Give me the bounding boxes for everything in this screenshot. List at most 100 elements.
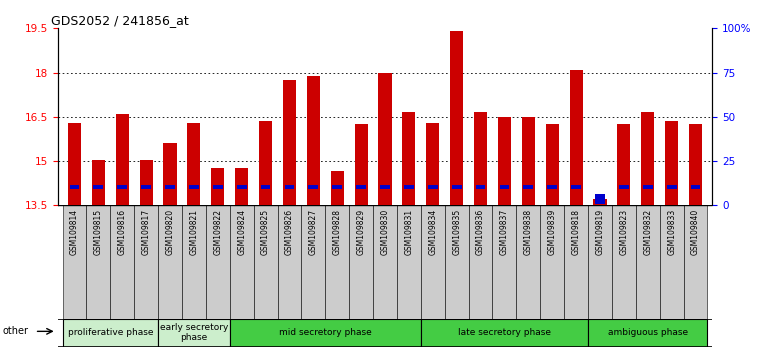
Text: GSM109831: GSM109831 <box>404 209 413 255</box>
Bar <box>546 124 559 205</box>
Text: GSM109823: GSM109823 <box>619 209 628 255</box>
Bar <box>689 124 702 205</box>
Bar <box>235 169 248 205</box>
Bar <box>421 205 445 319</box>
Bar <box>206 205 229 319</box>
Bar <box>158 319 229 347</box>
Bar <box>500 185 510 189</box>
Text: GSM109827: GSM109827 <box>309 209 318 255</box>
Bar <box>636 205 660 319</box>
Bar <box>86 205 110 319</box>
Text: ambiguous phase: ambiguous phase <box>608 328 688 337</box>
Bar <box>165 185 175 189</box>
Text: GSM109835: GSM109835 <box>452 209 461 255</box>
Text: GSM109816: GSM109816 <box>118 209 127 255</box>
Text: GSM109833: GSM109833 <box>667 209 676 255</box>
Bar <box>476 185 485 189</box>
Text: GSM109821: GSM109821 <box>189 209 199 255</box>
Bar <box>380 185 390 189</box>
Text: other: other <box>3 326 29 336</box>
Text: GSM109822: GSM109822 <box>213 209 223 255</box>
Text: early secretory
phase: early secretory phase <box>159 323 228 342</box>
Bar <box>428 185 437 189</box>
Text: GSM109817: GSM109817 <box>142 209 151 255</box>
Bar <box>117 185 127 189</box>
Text: GSM109814: GSM109814 <box>70 209 79 255</box>
Bar <box>570 70 583 205</box>
Bar <box>354 124 368 205</box>
Text: GSM109826: GSM109826 <box>285 209 294 255</box>
Bar <box>285 185 294 189</box>
Text: GSM109834: GSM109834 <box>428 209 437 255</box>
Bar <box>402 113 416 205</box>
Text: GSM109824: GSM109824 <box>237 209 246 255</box>
Bar <box>253 205 277 319</box>
Bar <box>158 205 182 319</box>
Bar <box>498 117 511 205</box>
Bar <box>517 205 541 319</box>
Bar <box>618 124 631 205</box>
Bar <box>378 73 392 205</box>
Bar <box>182 205 206 319</box>
Text: GSM109818: GSM109818 <box>571 209 581 255</box>
Bar <box>211 169 224 205</box>
Bar <box>62 205 86 319</box>
Bar <box>333 185 342 189</box>
Bar <box>547 185 557 189</box>
Text: mid secretory phase: mid secretory phase <box>279 328 372 337</box>
Text: GSM109820: GSM109820 <box>166 209 175 255</box>
Bar <box>357 185 366 189</box>
Text: GSM109839: GSM109839 <box>547 209 557 255</box>
Bar <box>397 205 421 319</box>
Bar <box>643 185 653 189</box>
Bar <box>283 80 296 205</box>
Text: GSM109830: GSM109830 <box>380 209 390 255</box>
Bar <box>641 113 654 205</box>
Bar <box>213 185 223 189</box>
Bar <box>139 160 152 205</box>
Bar <box>236 185 246 189</box>
Text: GSM109840: GSM109840 <box>691 209 700 255</box>
Bar <box>404 185 413 189</box>
Text: GSM109829: GSM109829 <box>357 209 366 255</box>
Bar <box>619 185 629 189</box>
Text: GSM109836: GSM109836 <box>476 209 485 255</box>
Bar <box>306 75 320 205</box>
Text: GSM109832: GSM109832 <box>643 209 652 255</box>
Bar <box>110 205 134 319</box>
Bar <box>571 185 581 189</box>
Bar <box>691 185 701 189</box>
Bar <box>469 205 493 319</box>
Bar <box>62 319 158 347</box>
Bar <box>163 143 176 205</box>
Text: late secretory phase: late secretory phase <box>458 328 551 337</box>
Text: GSM109819: GSM109819 <box>595 209 604 255</box>
Bar <box>259 121 272 205</box>
Bar <box>325 205 349 319</box>
Bar <box>134 205 158 319</box>
Bar <box>421 319 588 347</box>
Bar <box>474 113 487 205</box>
Bar <box>588 205 612 319</box>
Bar <box>373 205 397 319</box>
Bar <box>541 205 564 319</box>
Bar <box>229 205 253 319</box>
Bar <box>277 205 301 319</box>
Text: GSM109838: GSM109838 <box>524 209 533 255</box>
Bar <box>229 319 421 347</box>
Bar <box>665 121 678 205</box>
Text: GSM109815: GSM109815 <box>94 209 103 255</box>
Bar <box>92 160 105 205</box>
Bar <box>301 205 325 319</box>
Text: GSM109837: GSM109837 <box>500 209 509 255</box>
Bar <box>187 123 200 205</box>
Bar <box>309 185 318 189</box>
Bar <box>330 171 343 205</box>
Bar <box>68 123 81 205</box>
Bar <box>595 194 605 204</box>
Bar <box>116 114 129 205</box>
Bar <box>427 123 440 205</box>
Bar <box>594 199 607 205</box>
Bar <box>93 185 103 189</box>
Bar <box>684 205 708 319</box>
